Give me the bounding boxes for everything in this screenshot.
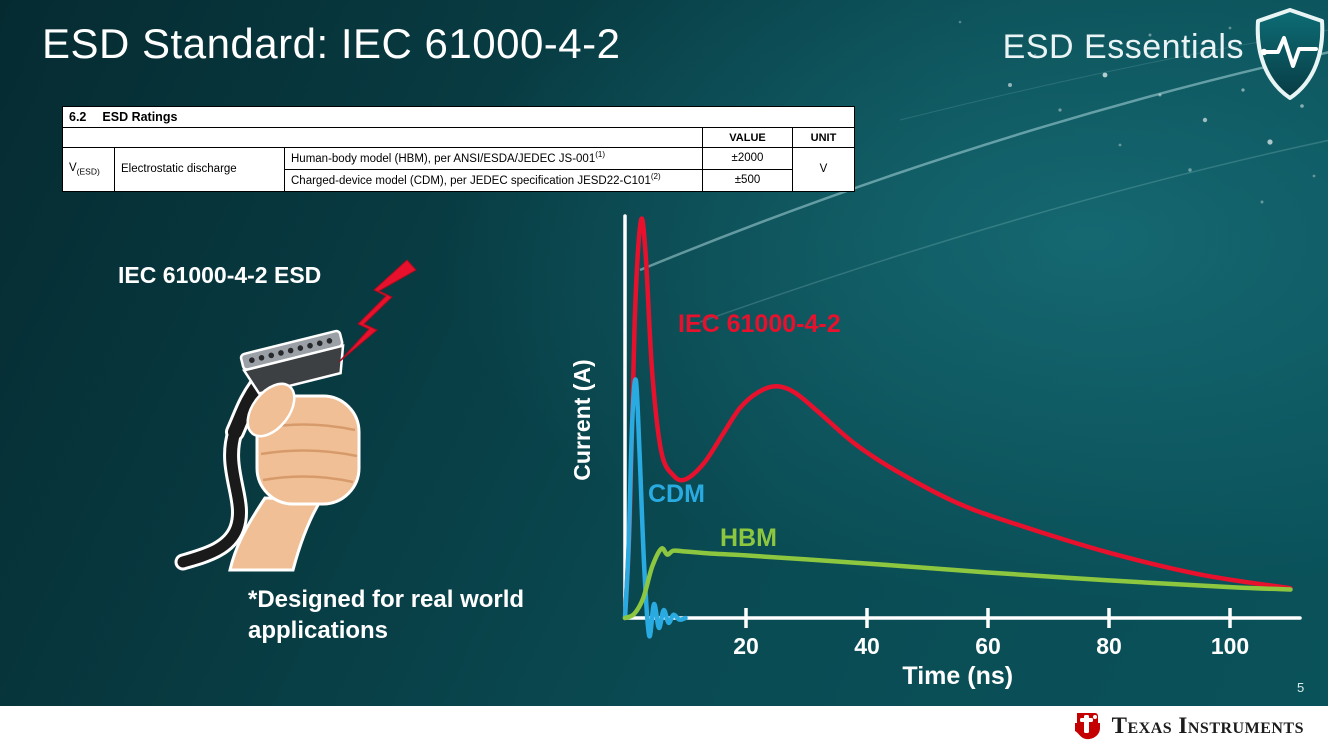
ti-brand-text: Texas Instruments — [1111, 713, 1304, 738]
hbm-description-cell: Human-body model (HBM), per ANSI/ESDA/JE… — [284, 147, 703, 170]
series-curve-hbm — [622, 546, 1293, 621]
vesd-symbol: V — [69, 162, 77, 175]
cdm-description: Charged-device model (CDM), per JEDEC sp… — [291, 174, 651, 187]
slide-title: ESD Standard: IEC 61000-4-2 — [42, 20, 621, 67]
cdm-description-cell: Charged-device model (CDM), per JEDEC sp… — [284, 168, 703, 192]
x-tick-label: 20 — [733, 633, 759, 659]
thumb — [246, 382, 296, 438]
x-tick-label: 40 — [854, 633, 880, 659]
table-section-header: 6.2 ESD Ratings — [62, 105, 855, 129]
x-tick-label: 80 — [1096, 633, 1122, 659]
cdm-footnote-sup: (2) — [650, 171, 661, 181]
table-blank-header-cell — [62, 127, 703, 149]
hand — [228, 382, 361, 572]
vesd-symbol-subscript: (ESD) — [76, 166, 100, 177]
table-section-title: ESD Ratings — [102, 110, 178, 124]
shield-icon — [1255, 8, 1325, 100]
hdmi-connector-icon — [239, 329, 345, 395]
page-number: 5 — [1297, 680, 1305, 695]
illustration-caption: IEC 61000-4-2 ESD — [118, 262, 322, 288]
esd-essentials-label: ESD Essentials — [1002, 28, 1244, 66]
footer-bar: Texas Instruments — [0, 706, 1328, 746]
forearm — [228, 496, 324, 572]
pulse-line-icon — [1262, 36, 1318, 68]
unit-value: V — [792, 147, 855, 192]
unit-column-header: UNIT — [792, 127, 855, 149]
vesd-symbol-cell: V(ESD) — [62, 147, 115, 192]
x-tick-label: 100 — [1211, 633, 1249, 659]
parameter-name: Electrostatic discharge — [114, 147, 285, 192]
series-label: CDM — [648, 480, 705, 508]
x-axis-title: Time (ns) — [902, 662, 1013, 690]
x-tick-label: 60 — [975, 633, 1001, 659]
value-column-header: VALUE — [702, 127, 793, 149]
lightning-bolt-icon — [338, 259, 417, 363]
cdm-value: ±500 — [702, 168, 793, 192]
esd-ratings-table: 6.2 ESD Ratings VALUE UNIT V(ESD) Electro… — [62, 105, 855, 192]
hbm-footnote-sup: (1) — [595, 150, 605, 160]
series-label: IEC 61000-4-2 — [678, 310, 841, 338]
table-section-number: 6.2 — [69, 110, 87, 124]
hand-hdmi-illustration — [174, 259, 417, 572]
y-axis-title: Current (A) — [570, 359, 595, 480]
hbm-value: ±2000 — [702, 147, 793, 170]
ti-logo-icon — [1074, 713, 1100, 740]
applications-note: *Designed for real world applications — [248, 586, 525, 645]
esd-waveform-chart: 20 40 60 80 100 Time (ns) Current (A) IEC 61000… — [570, 214, 1302, 690]
series-curve-iec-61000-4-2 — [622, 216, 1293, 621]
hbm-description: Human-body model (HBM), per ANSI/ESDA/JE… — [291, 153, 596, 166]
series-curve-cdm — [622, 377, 688, 639]
series-label: HBM — [720, 524, 777, 552]
